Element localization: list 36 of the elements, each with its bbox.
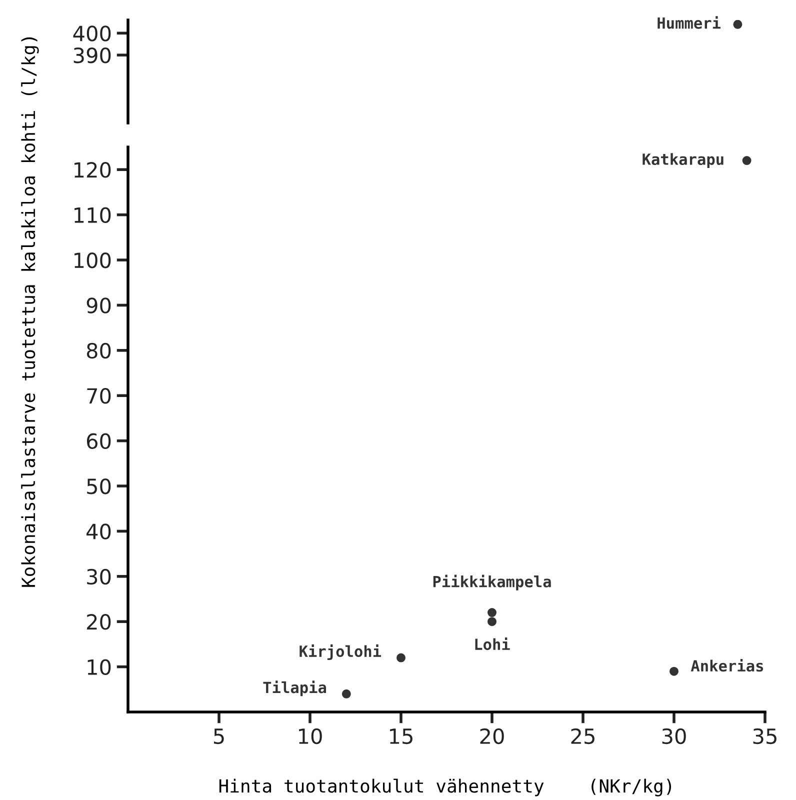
x-tick-label: 20: [480, 728, 504, 744]
y-tick-label: 110: [74, 207, 111, 224]
y-tick-label: 40: [86, 524, 111, 540]
y-tick-label: 30: [87, 568, 111, 585]
annotation: Piikkikampela: [433, 574, 551, 590]
annotation: Katkarapu: [642, 153, 724, 168]
y-tick-label: 390: [74, 48, 111, 64]
annotation: Lohi: [475, 637, 510, 650]
point: [488, 608, 496, 618]
point: [396, 653, 406, 662]
x-tick-label: 10: [299, 728, 322, 744]
x-tick-label: 25: [571, 728, 594, 744]
y-tick-label: 90: [86, 298, 111, 314]
y-tick-label: 50: [87, 478, 111, 494]
y-tick-label: 20: [87, 614, 111, 630]
annotation: Kirjolohi: [300, 644, 382, 660]
x-tick-label: 5: [214, 728, 224, 744]
y-tick-label: 400: [73, 26, 111, 42]
x-tick-label: 30: [662, 728, 686, 744]
annotation: Ankerias: [690, 658, 764, 672]
point: [742, 156, 752, 166]
x-axis-title: Hinta tuotantokulut vähennetty (NKr/kg): [219, 778, 672, 796]
point: [670, 666, 678, 676]
annotation: Hummeri: [658, 16, 721, 29]
x-tick-label: 15: [390, 728, 412, 744]
annotation: Tilapia: [263, 680, 326, 696]
y-tick-label: 60: [86, 433, 111, 450]
y-tick-label: 10: [88, 659, 111, 676]
y-tick-label: 70: [87, 388, 111, 404]
y-tick-label: 120: [74, 162, 111, 178]
y-tick-label: 100: [74, 252, 111, 268]
y-axis-title: Kokonaisallastarve tuotettua kalakiloa kohti (l/kg): [21, 37, 39, 587]
point: [342, 689, 351, 698]
y-tick-label: 80: [86, 342, 111, 359]
x-tick-label: 35: [753, 728, 776, 744]
point: [488, 617, 496, 626]
